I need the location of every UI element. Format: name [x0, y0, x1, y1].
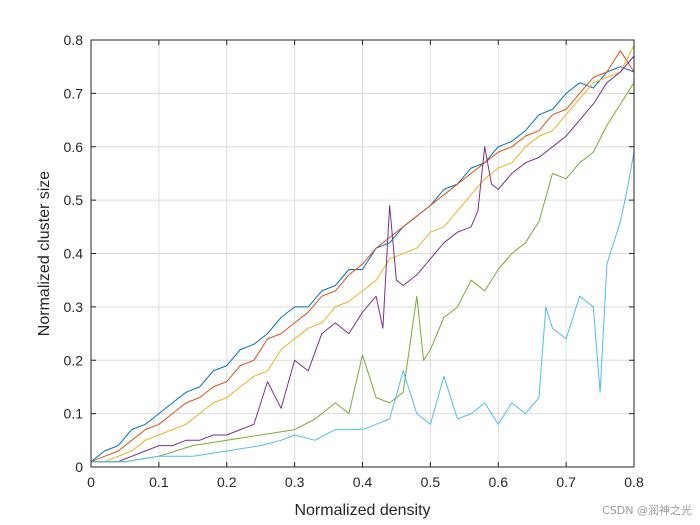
x-tick-label: 0.7	[556, 474, 576, 490]
y-axis-label: Normalized cluster size	[36, 171, 53, 336]
series-line-4	[91, 55, 635, 463]
y-tick-label: 0.7	[64, 85, 84, 101]
x-tick-label: 0.2	[217, 474, 237, 490]
y-tick-label: 0.5	[64, 192, 84, 208]
y-tick-label: 0	[75, 459, 83, 475]
watermark-text: CSDN @润神之光	[602, 503, 692, 517]
tick-labels: 0 0.1 0.2 0.3 0.4 0.5 0.6 0.7 0.8 0 0.1 0.2 0.3 0.4 0.…	[64, 32, 644, 490]
y-tick-label: 0.6	[64, 139, 84, 155]
axes-box	[90, 39, 635, 468]
series-line-5	[91, 82, 635, 463]
series-line-6	[91, 152, 635, 463]
x-tick-label: 0.6	[489, 474, 509, 490]
y-tick-label: 0.3	[64, 299, 84, 315]
grid	[90, 39, 635, 468]
y-tick-label: 0.8	[64, 32, 84, 48]
x-tick-label: 0.8	[624, 474, 644, 490]
series-line-3	[91, 45, 635, 463]
x-tick-label: 0.5	[421, 474, 441, 490]
y-tick-label: 0.4	[64, 246, 84, 262]
series-line-1	[90, 66, 635, 463]
x-tick-label: 0	[87, 474, 95, 490]
x-axis-label: Normalized density	[294, 502, 430, 519]
series-line-2	[90, 50, 635, 463]
x-tick-label: 0.1	[149, 474, 169, 490]
x-tick-label: 0.4	[353, 474, 373, 490]
y-tick-label: 0.1	[64, 406, 84, 422]
y-tick-label: 0.2	[64, 352, 84, 368]
x-tick-label: 0.3	[285, 474, 305, 490]
series-group	[90, 45, 635, 463]
